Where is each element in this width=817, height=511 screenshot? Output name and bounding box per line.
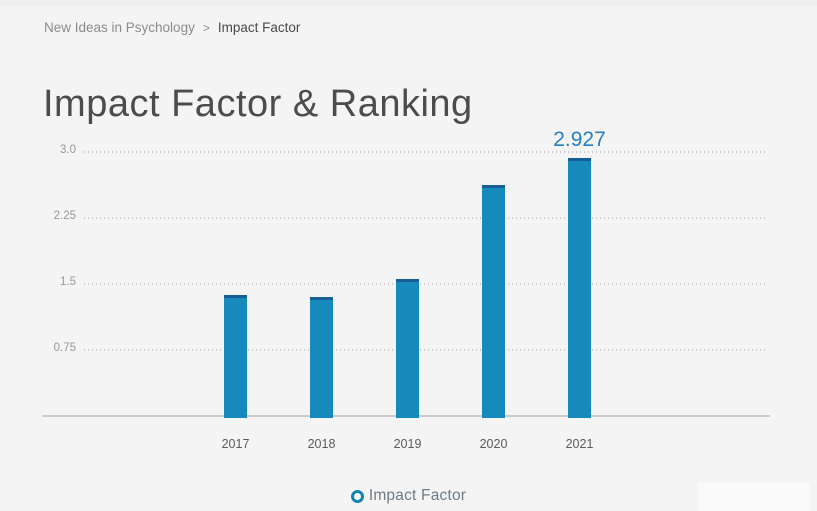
y-axis-tick-label: 0.75 [53,342,76,354]
legend-item-impact-factor[interactable]: Impact Factor [350,487,467,505]
bar-2018[interactable] [310,297,333,418]
breadcrumb-journal-link[interactable]: New Ideas in Psychology [44,20,195,35]
faded-overlay [698,482,810,511]
x-axis-tick-label-2020: 2020 [479,437,508,451]
page-title: Impact Factor & Ranking [43,83,473,126]
x-axis-tick-label-2019: 2019 [393,437,422,451]
gridline-2.25 [84,217,766,219]
x-axis-tick-label-2021: 2021 [565,437,594,451]
bar-value-label: 2.927 [553,128,606,152]
x-axis-tick-label-2018: 2018 [307,437,336,451]
x-axis-tick-label-2017: 2017 [221,437,250,451]
breadcrumb-separator-icon: > [202,20,210,35]
breadcrumb-current: Impact Factor [217,20,301,35]
ring-icon [350,489,364,503]
gridline-0.75 [84,349,766,351]
bar-2020[interactable] [482,184,505,418]
bar-2021[interactable] [568,158,591,418]
top-strip [0,0,817,6]
breadcrumb: New Ideas in Psychology > Impact Factor [44,20,300,35]
chart-legend: Impact Factor [0,483,817,509]
gridline-3.0 [84,151,766,153]
bar-2017[interactable] [224,295,247,418]
y-axis-tick-label: 1.5 [60,276,76,288]
gridline-1.5 [84,283,766,285]
bar-2019[interactable] [396,278,419,418]
y-axis-tick-label: 3.0 [60,144,76,156]
legend-label: Impact Factor [368,487,467,504]
y-axis-tick-label: 2.25 [53,210,76,222]
